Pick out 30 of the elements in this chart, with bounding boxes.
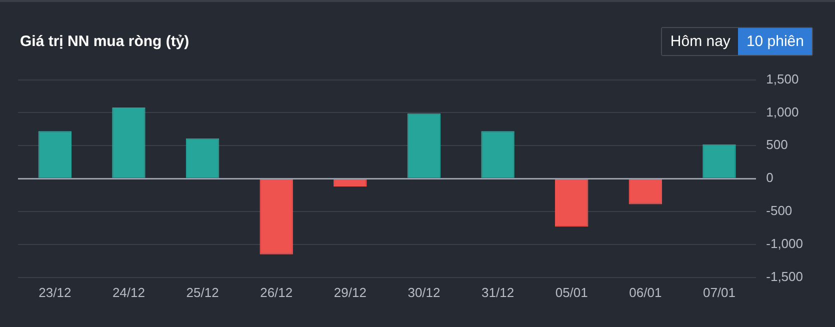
bar (481, 131, 514, 178)
x-tick-label: 25/12 (186, 284, 219, 300)
y-tick-label: 1,000 (766, 104, 799, 120)
x-tick-label: 07/01 (702, 284, 736, 300)
x-tick-label: 05/01 (555, 284, 588, 300)
x-tick-label: 29/12 (334, 284, 366, 300)
bar (702, 144, 736, 178)
bar (554, 179, 588, 227)
y-tick-label: 0 (766, 170, 774, 186)
x-tick-label: 30/12 (408, 284, 440, 300)
toggle-button: Hôm nay (662, 28, 738, 55)
y-tick-label: -1,000 (766, 236, 804, 252)
toggle-button: 10 phiên (738, 28, 812, 55)
bar (334, 179, 367, 187)
bar (407, 113, 441, 178)
y-tick-label: -1,500 (766, 268, 804, 284)
chart-title: Giá trị NN mua ròng (tỷ) (20, 33, 190, 50)
x-tick-label: 06/01 (629, 284, 662, 300)
x-tick-label: 23/12 (38, 284, 72, 300)
y-tick-label: -500 (766, 203, 792, 218)
bar (38, 131, 72, 178)
y-tick-label: 500 (766, 137, 788, 152)
x-tick-label: 26/12 (260, 284, 293, 300)
x-tick-label: 24/12 (112, 284, 145, 300)
y-tick-label: 1,500 (766, 71, 799, 86)
x-tick-label: 31/12 (482, 284, 514, 300)
bar (186, 138, 220, 178)
bar (260, 179, 293, 254)
bar (628, 179, 662, 204)
bar (112, 107, 146, 178)
